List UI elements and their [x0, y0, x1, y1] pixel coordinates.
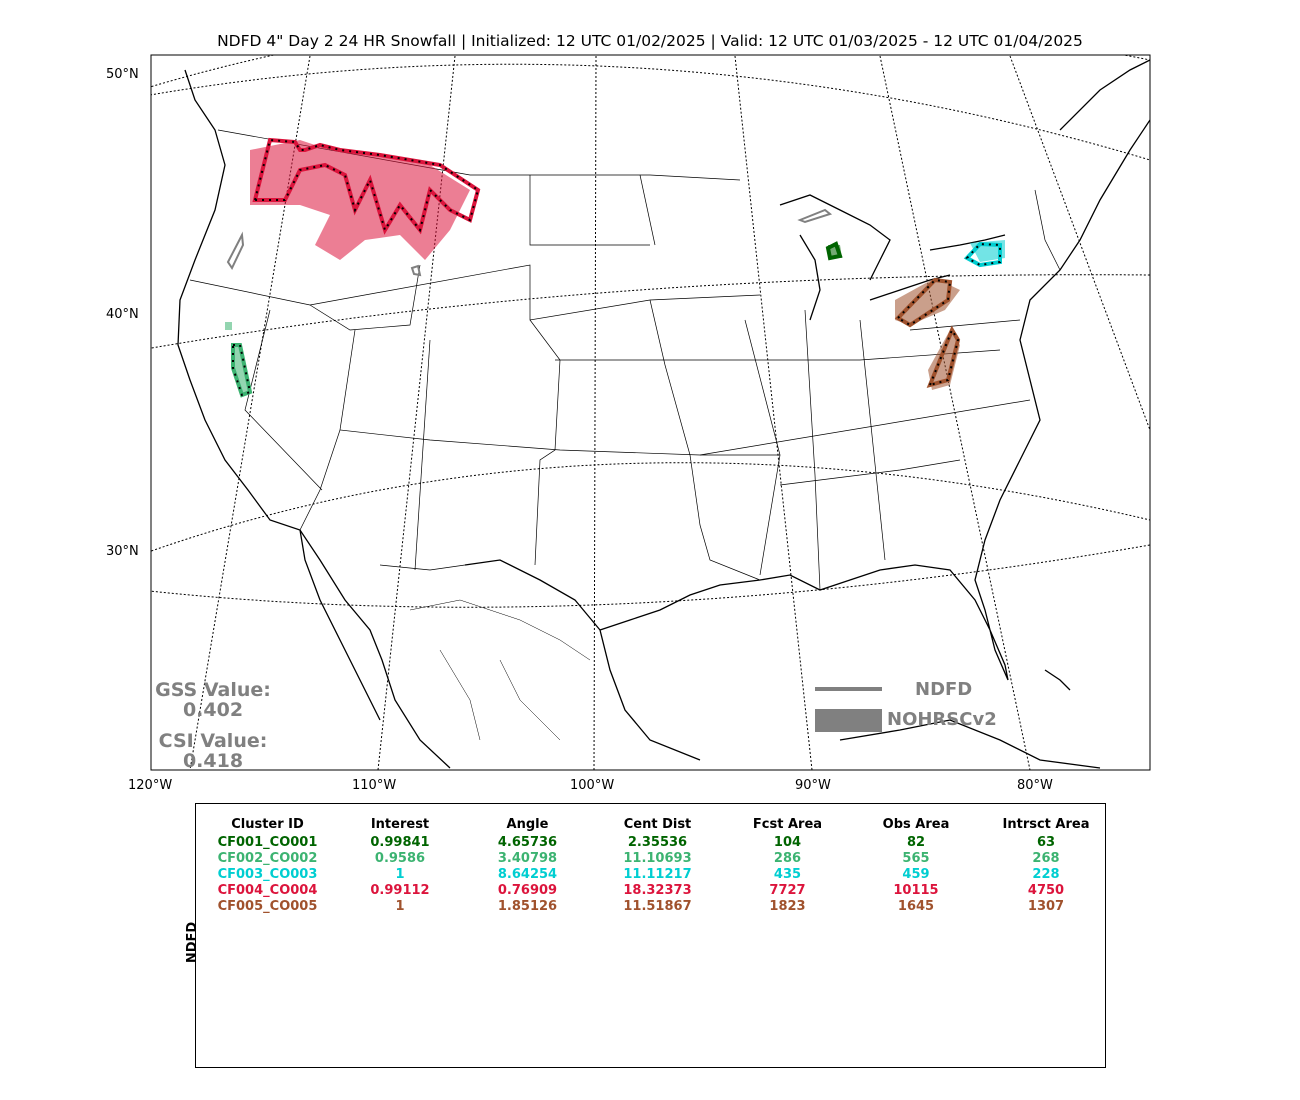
table-y-label: NDFD [185, 921, 201, 964]
header-cent-dist: Cent Dist [623, 816, 692, 832]
cell-obs-area: 10115 [893, 882, 939, 898]
lon-label-120: 120°W [128, 778, 173, 793]
legend-ndfd-label: NDFD [915, 679, 973, 700]
cell-intrsct-area: 63 [1036, 834, 1056, 850]
cell-cent-dist: 11.11217 [623, 866, 692, 882]
cell-obs-area: 459 [902, 866, 930, 882]
cell-obs-area: 565 [902, 850, 930, 866]
header-interest: Interest [370, 816, 430, 832]
cell-angle: 3.40798 [497, 850, 558, 866]
cell-interest: 1 [395, 866, 405, 882]
mexico-borders [409, 599, 591, 741]
cell-cluster-id: CF001_CO001 [217, 834, 318, 850]
lat-label-40: 40°N [106, 307, 139, 322]
lat-label-30: 30°N [106, 544, 139, 559]
cell-cluster-id: CF005_CO005 [217, 898, 318, 914]
cell-interest: 0.99841 [370, 834, 430, 850]
cell-cent-dist: 11.10693 [623, 850, 692, 866]
cell-fcst-area: 1823 [769, 898, 806, 914]
table-row: CF004_CO004 0.99112 0.76909 18.32373 7727 101… [200, 882, 1110, 898]
legend-swatches [815, 687, 882, 732]
cluster-table-frame [195, 803, 1106, 1068]
map-frame [150, 54, 1151, 771]
cell-intrsct-area: 4750 [1027, 882, 1065, 898]
cell-cent-dist: 2.35536 [627, 834, 688, 850]
cell-cluster-id: CF003_CO003 [217, 866, 318, 882]
gss-label: GSS Value: [155, 679, 271, 701]
cell-fcst-area: 104 [773, 834, 802, 850]
lat-label-50: 50°N [106, 67, 139, 82]
lon-label-80: 80°W [1017, 778, 1053, 793]
header-angle: Angle [506, 816, 549, 832]
lon-label-100: 100°W [570, 778, 615, 793]
cell-interest: 1 [395, 898, 405, 914]
cell-obs-area: 1645 [897, 898, 935, 914]
legend-nohrsc-label: NOHRSCv2 [887, 709, 997, 730]
cell-intrsct-area: 268 [1032, 850, 1060, 866]
csi-label: CSI Value: [158, 730, 268, 752]
header-intrsct-area: Intrsct Area [1002, 816, 1090, 832]
header-fcst-area: Fcst Area [752, 816, 823, 832]
cell-cluster-id: CF002_CO002 [217, 850, 318, 866]
cell-obs-area: 82 [906, 834, 926, 850]
cell-angle: 8.64254 [497, 866, 558, 882]
cell-angle: 4.65736 [497, 834, 558, 850]
cell-fcst-area: 435 [773, 866, 802, 882]
csi-value: 0.418 [182, 750, 244, 772]
lon-label-110: 110°W [352, 778, 397, 793]
table-row: CF005_CO005 1 1.85126 11.51867 1823 1645 1307 [200, 898, 1110, 914]
table-row: CF003_CO003 1 8.64254 11.11217 435 459 228 [200, 866, 1110, 882]
cell-cluster-id: CF004_CO004 [217, 882, 318, 898]
cell-cent-dist: 18.32373 [623, 882, 692, 898]
cell-interest: 0.99112 [370, 882, 430, 898]
cell-cent-dist: 11.51867 [623, 898, 692, 914]
lon-label-90: 90°W [795, 778, 831, 793]
graticule [151, 55, 1150, 770]
cell-angle: 1.85126 [497, 898, 558, 914]
cell-interest: 0.9586 [374, 850, 426, 866]
table-header-row: Cluster ID Interest Angle Cent Dist Fcst… [200, 814, 1110, 834]
observed-areas [225, 140, 1005, 395]
forecast-contours [226, 137, 1002, 398]
cluster-table: Cluster ID Interest Angle Cent Dist Fcst… [200, 814, 1110, 914]
gss-value: 0.402 [182, 699, 244, 721]
cell-angle: 0.76909 [497, 882, 558, 898]
header-cluster-id: Cluster ID [231, 816, 304, 832]
cell-intrsct-area: 1307 [1027, 898, 1065, 914]
cell-intrsct-area: 228 [1032, 866, 1060, 882]
header-obs-area: Obs Area [882, 816, 950, 832]
table-row: CF001_CO001 0.99841 4.65736 2.35536 104 82 63 [200, 834, 1110, 850]
cell-fcst-area: 7727 [769, 882, 806, 898]
map-title: NDFD 4" Day 2 24 HR Snowfall | Initializ… [217, 32, 1083, 50]
cell-fcst-area: 286 [773, 850, 802, 866]
table-row: CF002_CO002 0.9586 3.40798 11.10693 286 565 26… [200, 850, 1110, 866]
